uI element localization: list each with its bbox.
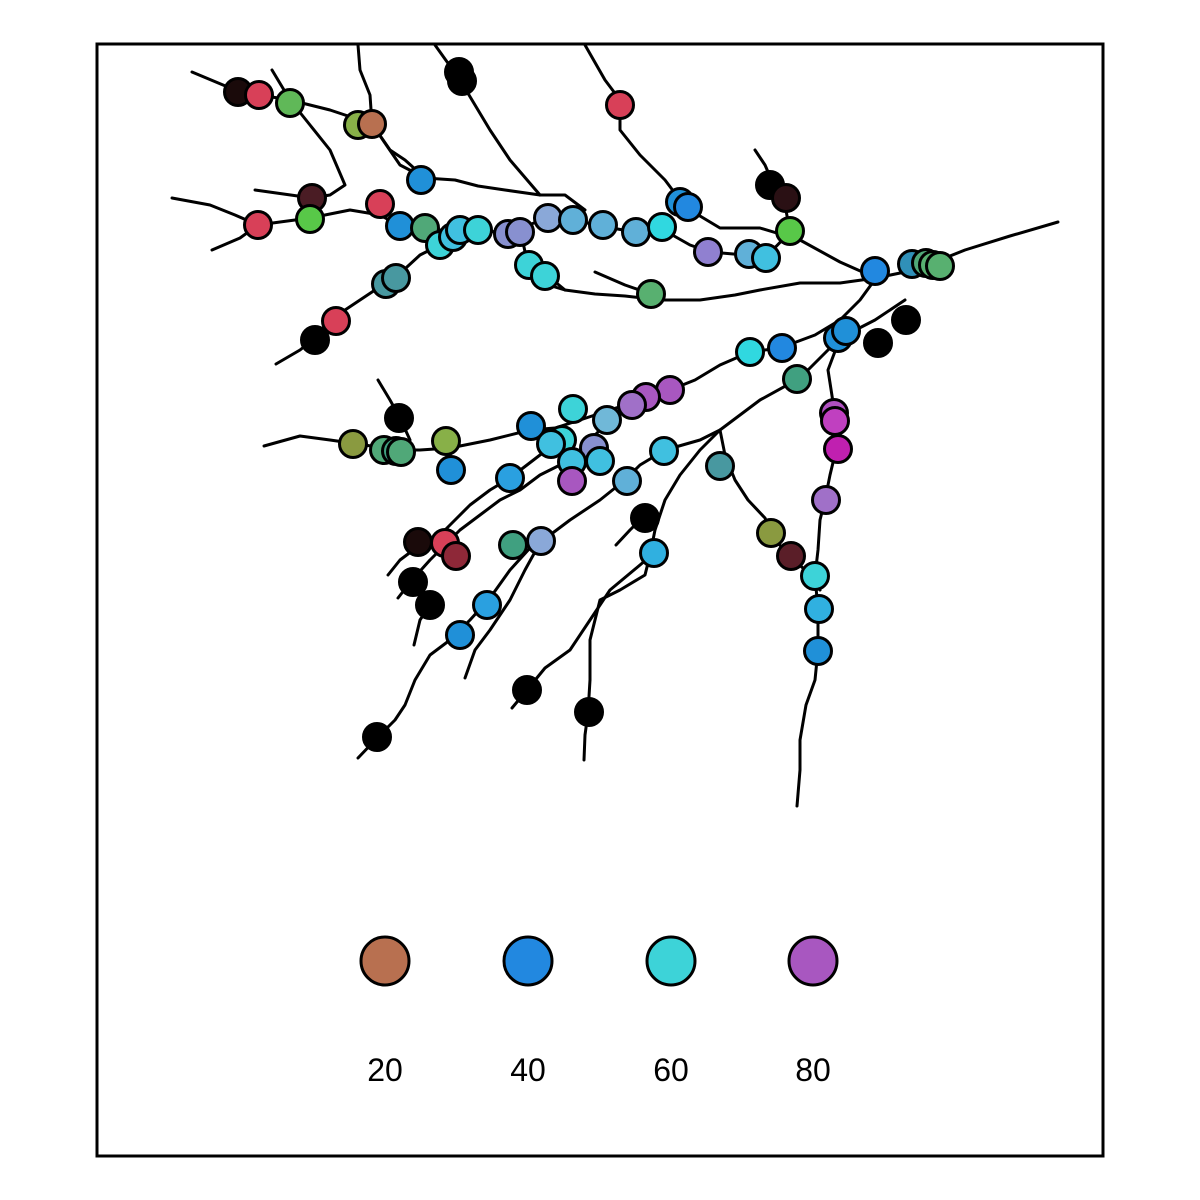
site-marker: [705, 451, 735, 481]
site-marker: [338, 429, 368, 459]
sample-sites: [223, 57, 955, 752]
site-marker: [558, 205, 588, 235]
site-marker: [863, 328, 893, 358]
legend-swatch: [645, 935, 697, 987]
site-marker: [649, 436, 679, 466]
site-marker: [243, 210, 273, 240]
site-marker: [605, 90, 635, 120]
site-marker: [463, 215, 493, 245]
site-marker: [362, 722, 392, 752]
site-marker: [767, 333, 797, 363]
site-marker: [365, 189, 395, 219]
site-marker: [384, 403, 414, 433]
site-marker: [574, 697, 604, 727]
site-marker: [441, 541, 471, 571]
site-marker: [811, 485, 841, 515]
site-marker: [526, 526, 556, 556]
site-marker: [585, 446, 615, 476]
site-marker: [498, 530, 528, 560]
site-marker: [406, 165, 436, 195]
site-marker: [693, 237, 723, 267]
site-marker: [804, 594, 834, 624]
map-frame: [95, 42, 1105, 1158]
site-marker: [831, 316, 861, 346]
site-marker: [776, 541, 806, 571]
site-marker: [275, 88, 305, 118]
site-marker: [436, 455, 466, 485]
site-marker: [530, 261, 560, 291]
site-marker: [295, 204, 325, 234]
site-marker: [756, 518, 786, 548]
site-marker: [612, 466, 642, 496]
site-marker: [516, 411, 546, 441]
site-marker: [357, 109, 387, 139]
site-marker: [925, 251, 955, 281]
site-marker: [639, 538, 669, 568]
stream-south-b: [356, 298, 907, 760]
site-marker: [820, 406, 850, 436]
site-marker: [860, 256, 890, 286]
site-marker: [782, 364, 812, 394]
stream-south-e: [582, 428, 722, 762]
stream-west-c: [274, 243, 442, 366]
site-marker: [803, 636, 833, 666]
legend: 20 40 60 80: [359, 935, 839, 1088]
site-marker: [431, 426, 461, 456]
site-marker: [617, 390, 647, 420]
site-marker: [775, 216, 805, 246]
legend-label: 20: [367, 1052, 403, 1088]
site-marker: [557, 466, 587, 496]
site-marker: [385, 211, 415, 241]
site-marker: [244, 80, 274, 110]
legend-swatch: [787, 935, 839, 987]
site-marker: [533, 203, 563, 233]
site-marker: [403, 527, 433, 557]
site-marker: [447, 66, 477, 96]
site-marker: [445, 620, 475, 650]
site-marker: [771, 183, 801, 213]
site-marker: [647, 212, 677, 242]
site-marker: [630, 503, 660, 533]
legend-swatch: [502, 935, 554, 987]
site-marker: [558, 394, 588, 424]
legend-label: 40: [510, 1052, 546, 1088]
site-marker: [386, 437, 416, 467]
site-marker: [398, 567, 428, 597]
legend-swatch: [359, 935, 411, 987]
stream-northwest-b: [253, 98, 347, 200]
site-marker: [823, 434, 853, 464]
site-marker: [735, 337, 765, 367]
site-marker: [751, 243, 781, 273]
site-marker: [621, 217, 651, 247]
legend-label: 60: [653, 1052, 689, 1088]
site-marker: [536, 429, 566, 459]
site-marker: [415, 590, 445, 620]
site-marker: [636, 279, 666, 309]
site-marker: [472, 590, 502, 620]
site-marker: [512, 675, 542, 705]
site-marker: [673, 192, 703, 222]
legend-label: 80: [795, 1052, 831, 1088]
site-marker: [495, 463, 525, 493]
site-marker: [300, 325, 330, 355]
site-marker: [891, 305, 921, 335]
site-marker: [800, 561, 830, 591]
site-marker: [381, 263, 411, 293]
stream-south-i: [463, 539, 543, 680]
site-marker: [505, 217, 535, 247]
site-marker: [592, 405, 622, 435]
site-marker: [321, 306, 351, 336]
site-marker: [588, 210, 618, 240]
